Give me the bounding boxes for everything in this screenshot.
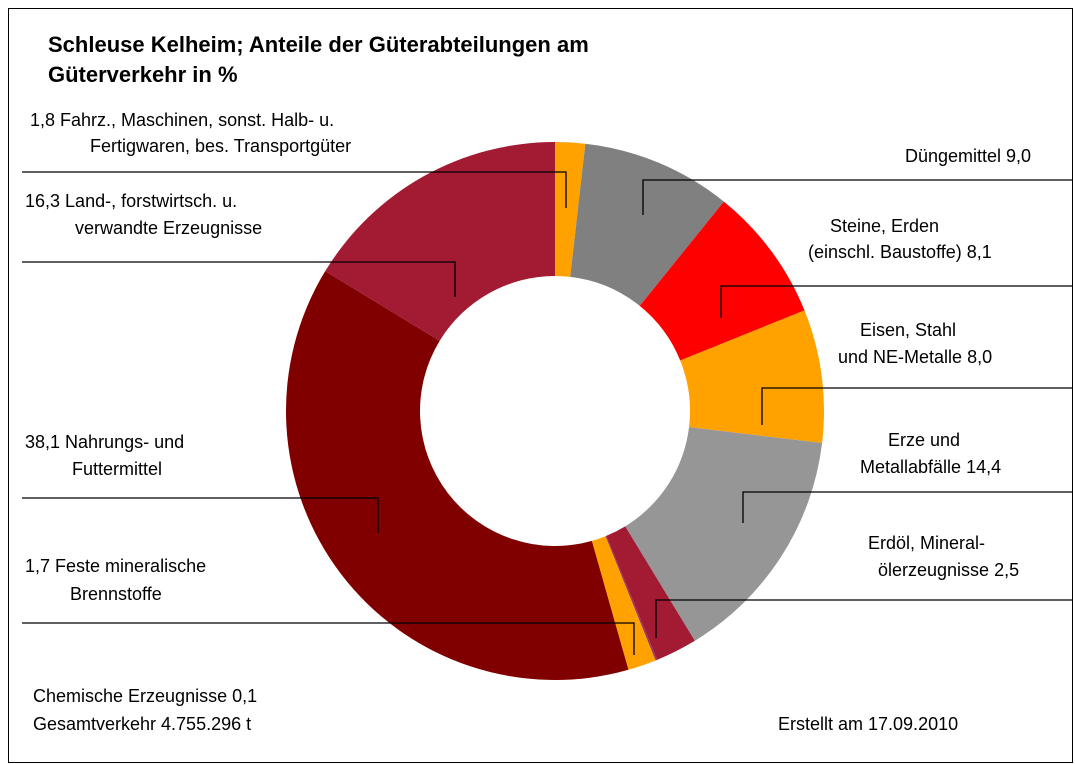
leader-line bbox=[22, 261, 456, 297]
category-label: Feste mineralische Brennstoffe bbox=[55, 556, 211, 604]
leader-line bbox=[22, 497, 379, 533]
leader-line bbox=[720, 285, 1073, 318]
category-label: Eisen, Stahl und NE-Metalle bbox=[838, 320, 962, 367]
annotation: Gesamtverkehr 4.755.296 t bbox=[33, 714, 251, 734]
text-line: Erze und bbox=[888, 430, 965, 450]
text-line: Nahrungs- und bbox=[65, 432, 189, 452]
donut-slice bbox=[325, 142, 555, 341]
leader-line bbox=[655, 599, 1073, 638]
text-line: Brennstoffe bbox=[70, 584, 162, 604]
text-line: Feste mineralische bbox=[55, 556, 211, 576]
category-label: Steine, Erden (einschl. Baustoffe) bbox=[808, 216, 962, 262]
donut-slice bbox=[606, 526, 695, 660]
category-label: Nahrungs- und Futtermittel bbox=[65, 432, 189, 479]
text-line: Steine, Erden bbox=[830, 216, 944, 236]
text-line: Schleuse Kelheim; Anteile der Güterabtei… bbox=[48, 32, 595, 57]
text-line: Fertigwaren, bes. Transportgüter bbox=[90, 136, 351, 156]
text-line: Land-, forstwirtsch. u. bbox=[65, 191, 242, 211]
value-label: 1,7 bbox=[25, 556, 50, 576]
value-label: 2,5 bbox=[994, 560, 1019, 580]
text-line: Chemische Erzeugnisse bbox=[33, 686, 227, 706]
value-label: 1,8 bbox=[30, 110, 55, 130]
leader-line bbox=[22, 622, 635, 655]
leader-line bbox=[22, 171, 567, 208]
text-line: Fahrz., Maschinen, sonst. Halb- u. bbox=[60, 110, 339, 130]
category-label: Erze und Metallabfälle bbox=[860, 430, 965, 477]
text-line: verwandte Erzeugnisse bbox=[75, 218, 262, 238]
text-line: Eisen, Stahl bbox=[860, 320, 961, 340]
text-line: Metallabfälle bbox=[860, 457, 961, 477]
leader-line bbox=[642, 179, 1073, 215]
category-label: Düngemittel bbox=[905, 146, 1001, 166]
leader-line bbox=[761, 387, 1073, 425]
value-label: 8,0 bbox=[967, 347, 992, 367]
category-label: Chemische Erzeugnisse bbox=[33, 686, 227, 706]
value-label: 16,3 bbox=[25, 191, 60, 211]
text-line: (einschl. Baustoffe) bbox=[808, 242, 962, 262]
annotation: Erstellt am 17.09.2010 bbox=[778, 714, 958, 734]
leader-line bbox=[742, 491, 1073, 523]
value-label: 0,1 bbox=[232, 686, 257, 706]
value-label: 9,0 bbox=[1006, 146, 1031, 166]
text-line: ölerzeugnisse bbox=[878, 560, 989, 580]
donut-slice bbox=[625, 427, 823, 641]
text-line: und NE-Metalle bbox=[838, 347, 962, 367]
chart-title: Schleuse Kelheim; Anteile der Güterabtei… bbox=[48, 32, 595, 87]
donut-slice bbox=[591, 536, 656, 670]
category-label: Erdöl, Mineral-ölerzeugnisse bbox=[868, 533, 989, 580]
value-label: 8,1 bbox=[967, 242, 992, 262]
category-label: Fahrz., Maschinen, sonst. Halb- u. Ferti… bbox=[60, 110, 351, 156]
value-label: 14,4 bbox=[966, 457, 1001, 477]
text-line: Erdöl, Mineral- bbox=[868, 533, 985, 553]
donut-slice bbox=[285, 271, 629, 681]
donut-slice bbox=[570, 143, 724, 306]
value-label: 38,1 bbox=[25, 432, 60, 452]
category-label: Land-, forstwirtsch. u. verwandte Erzeug… bbox=[65, 191, 262, 238]
donut-slice bbox=[555, 142, 586, 277]
text-line: Düngemittel bbox=[905, 146, 1001, 166]
donut-slice bbox=[605, 535, 658, 661]
text-line: Güterverkehr in % bbox=[48, 62, 238, 87]
donut-slice bbox=[639, 201, 805, 361]
text-line: Futtermittel bbox=[72, 459, 162, 479]
donut-slice bbox=[680, 310, 824, 444]
